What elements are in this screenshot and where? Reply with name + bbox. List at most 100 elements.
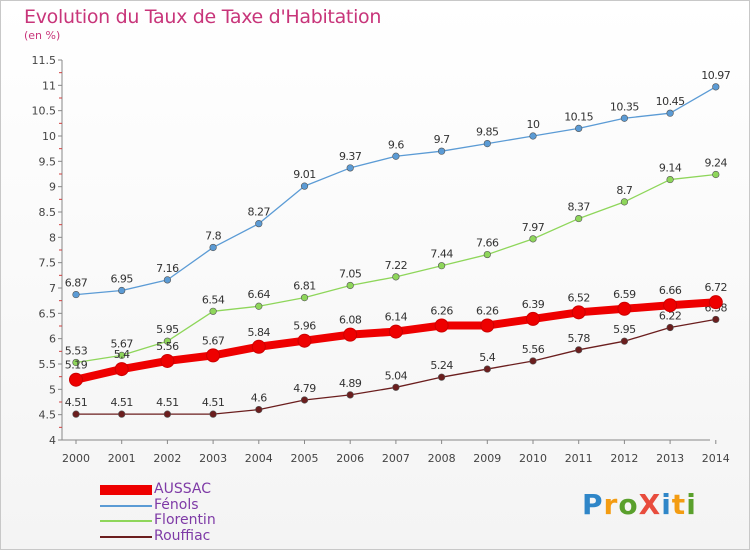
legend-swatch [100, 520, 152, 522]
data-point [620, 337, 629, 345]
data-point [388, 324, 403, 339]
data-point [712, 315, 720, 324]
data-label: 6.81 [293, 280, 316, 293]
x-tick-label: 2001 [108, 452, 136, 465]
data-point [434, 318, 449, 333]
data-label: 5.84 [248, 326, 271, 339]
x-tick-label: 2011 [565, 452, 593, 465]
data-point [392, 152, 400, 160]
data-label: 4.6 [251, 392, 267, 405]
data-point [708, 295, 723, 310]
data-point [663, 298, 678, 313]
data-label: 10 [527, 118, 540, 131]
data-label: 4.51 [110, 396, 133, 409]
data-label: 5.96 [293, 320, 316, 333]
data-point [438, 147, 446, 155]
data-label: 7.22 [385, 259, 408, 272]
data-point [438, 262, 446, 270]
data-label: 6.66 [659, 284, 682, 297]
data-point [617, 301, 632, 316]
data-label: 9.85 [476, 126, 499, 139]
proxiti-logo: ProXiti [582, 488, 697, 521]
data-label: 5.4 [114, 348, 130, 361]
data-point [666, 109, 674, 117]
x-tick-label: 2010 [519, 452, 547, 465]
data-label: 9.6 [388, 138, 404, 151]
data-label: 7.16 [156, 262, 179, 275]
x-tick-label: 2006 [336, 452, 364, 465]
data-label: 5.56 [522, 343, 545, 356]
data-label: 7.66 [476, 237, 499, 250]
data-label: 9.24 [705, 157, 728, 170]
data-label: 6.87 [65, 277, 88, 290]
data-label: 10.15 [564, 110, 593, 123]
data-label: 5.95 [613, 323, 636, 336]
data-point [392, 383, 400, 391]
y-tick-label: 8 [49, 231, 56, 244]
data-point [118, 351, 126, 359]
data-label: 6.64 [248, 288, 271, 301]
data-label: 6.39 [522, 298, 545, 311]
data-point [483, 250, 491, 259]
data-point [480, 318, 495, 333]
data-point [300, 182, 309, 190]
data-point [438, 373, 446, 381]
x-tick-label: 2002 [153, 452, 181, 465]
data-point [209, 410, 217, 418]
y-tick-label: 10.5 [32, 105, 57, 118]
data-point [526, 311, 540, 326]
data-label: 8.37 [567, 201, 590, 214]
data-label: 4.79 [293, 382, 316, 395]
data-point [160, 353, 175, 368]
data-point [575, 214, 583, 223]
data-point [255, 220, 263, 228]
y-tick-label: 9.5 [39, 155, 57, 168]
data-point [571, 305, 586, 320]
data-point [529, 132, 537, 140]
data-point [118, 286, 126, 295]
legend-label: Rouffiac [154, 528, 211, 544]
data-point [209, 307, 217, 315]
data-label: 10.97 [701, 69, 730, 82]
data-point [666, 323, 674, 332]
legend-label: Florentin [154, 512, 216, 528]
data-point [251, 339, 266, 354]
chart-title: Evolution du Taux de Taxe d'Habitation [24, 6, 382, 28]
legend-swatch [100, 485, 152, 495]
data-label: 5.67 [202, 334, 225, 347]
x-tick-label: 2004 [245, 452, 273, 465]
data-point [300, 396, 309, 404]
data-point [343, 327, 358, 342]
data-point [118, 410, 126, 418]
data-label: 10.45 [656, 95, 685, 108]
y-tick-label: 4.5 [39, 409, 57, 422]
data-point [483, 140, 491, 148]
data-point [114, 362, 129, 377]
data-label: 7.44 [430, 248, 453, 261]
data-label: 9.7 [434, 133, 450, 146]
data-point [297, 333, 312, 348]
x-tick-label: 2007 [382, 452, 410, 465]
data-label: 7.8 [205, 229, 221, 242]
data-label: 6.14 [385, 311, 408, 324]
data-label: 6.59 [613, 288, 636, 301]
y-tick-label: 8.5 [39, 206, 57, 219]
data-label: 6.22 [659, 310, 682, 323]
data-label: 6.52 [567, 291, 590, 304]
data-label: 5.19 [65, 359, 88, 372]
data-label: 5.4 [479, 351, 495, 364]
data-point [666, 175, 674, 184]
data-label: 5.24 [430, 359, 453, 372]
data-label: 5.53 [65, 344, 88, 357]
data-point [575, 124, 583, 132]
y-tick-label: 7 [49, 282, 56, 295]
x-tick-label: 2012 [610, 452, 638, 465]
y-tick-label: 6.5 [39, 307, 57, 320]
data-label: 6.26 [430, 304, 453, 317]
x-tick-label: 2003 [199, 452, 227, 465]
data-label: 4.51 [65, 396, 88, 409]
data-point [163, 337, 171, 345]
data-point [392, 273, 400, 281]
